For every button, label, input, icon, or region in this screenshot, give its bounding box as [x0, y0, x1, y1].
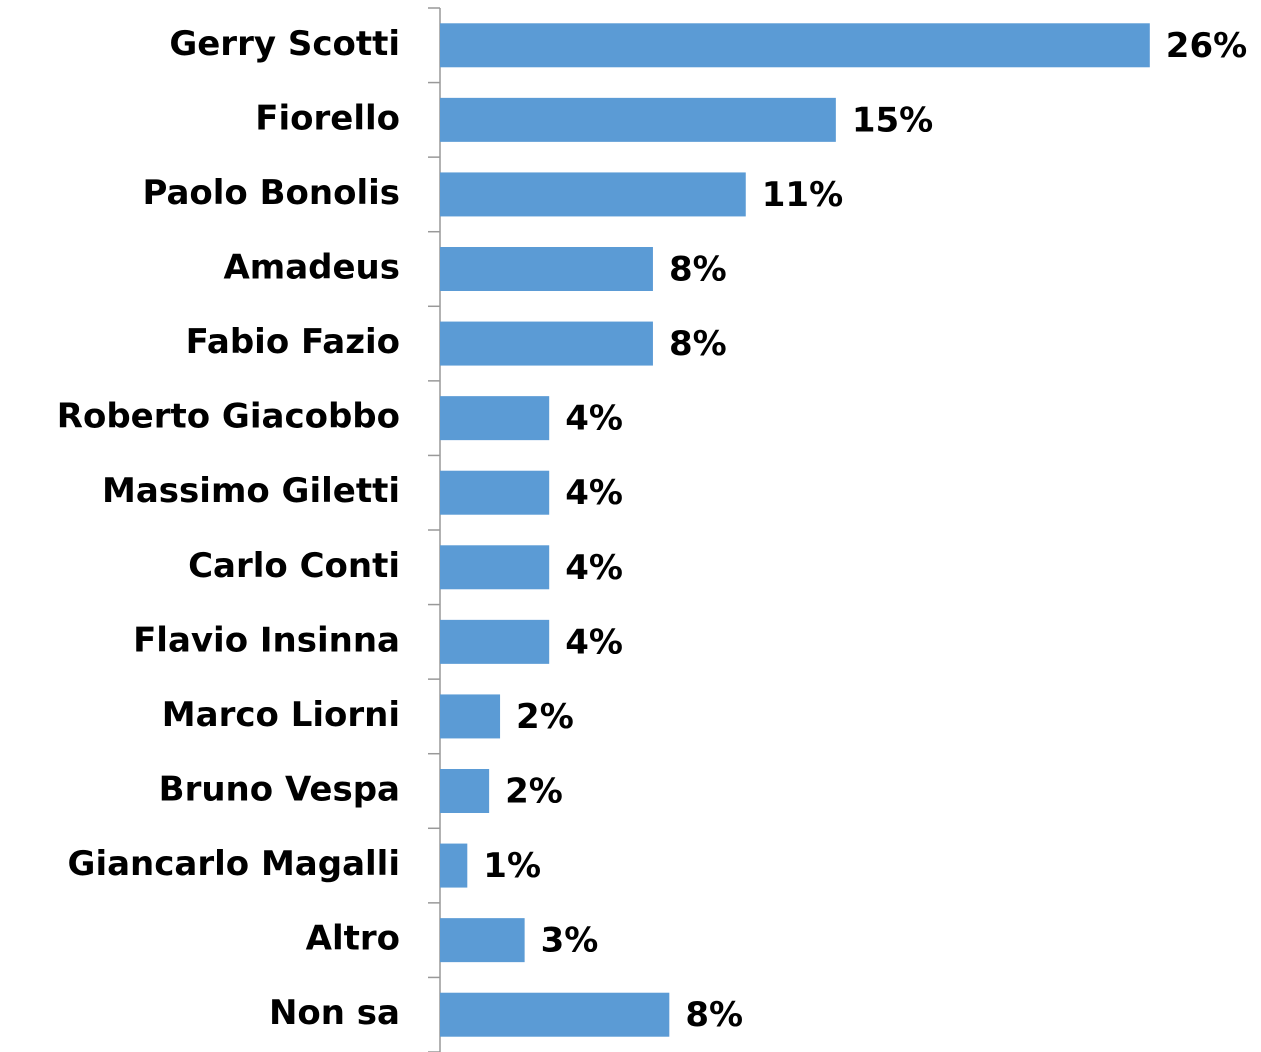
y-tick-label: Fabio Fazio	[186, 322, 400, 362]
bar	[440, 470, 550, 515]
value-label: 8%	[669, 324, 727, 364]
value-label: 8%	[685, 995, 743, 1035]
y-tick-label: Massimo Giletti	[102, 471, 400, 511]
y-tick-label: Amadeus	[223, 248, 400, 288]
value-label: 8%	[669, 250, 727, 290]
value-label: 15%	[852, 100, 933, 140]
value-label: 1%	[483, 846, 541, 886]
y-tick-label: Carlo Conti	[188, 546, 400, 586]
y-tick-label: Marco Liorni	[162, 695, 400, 735]
value-label: 2%	[505, 772, 563, 812]
bar	[440, 172, 746, 217]
value-label: 11%	[762, 175, 843, 215]
bar	[440, 321, 653, 366]
bar	[440, 97, 836, 142]
bar	[440, 992, 670, 1037]
bar	[440, 247, 653, 291]
y-tick-label: Giancarlo Magalli	[68, 844, 400, 884]
value-label: 3%	[541, 921, 599, 961]
bar	[440, 918, 525, 963]
value-label: 26%	[1166, 26, 1247, 66]
value-label: 4%	[565, 473, 623, 513]
bar	[440, 769, 490, 813]
bar	[440, 694, 501, 739]
bar	[440, 545, 550, 590]
y-tick-label: Paolo Bonolis	[142, 173, 400, 213]
value-label: 2%	[516, 697, 574, 737]
value-label: 4%	[565, 622, 623, 662]
bar	[440, 619, 550, 664]
bar	[440, 396, 550, 441]
y-tick-label: Fiorello	[255, 98, 400, 138]
value-label: 4%	[565, 548, 623, 588]
y-tick-label: Non sa	[269, 993, 400, 1033]
y-tick-label: Flavio Insinna	[133, 620, 400, 660]
value-label: 4%	[565, 399, 623, 439]
bar	[440, 23, 1150, 68]
y-tick-label: Roberto Giacobbo	[57, 397, 400, 437]
y-tick-label: Altro	[306, 919, 400, 959]
y-tick-label: Bruno Vespa	[159, 770, 400, 810]
bar	[440, 843, 468, 888]
y-tick-label: Gerry Scotti	[169, 24, 400, 64]
